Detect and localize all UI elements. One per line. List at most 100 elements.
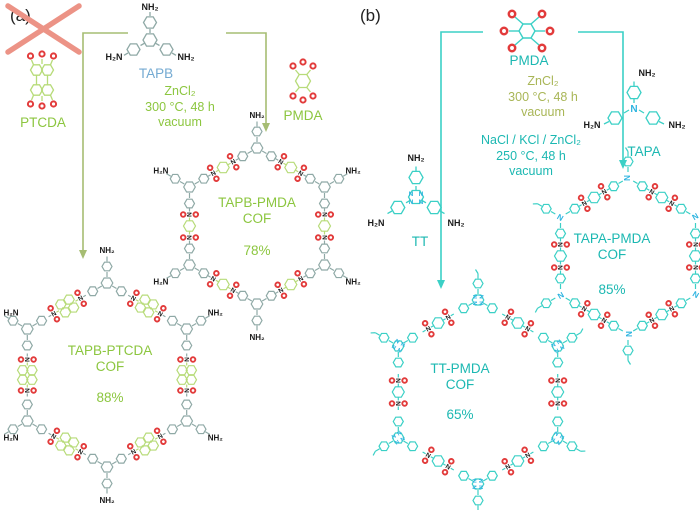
svg-text:N: N xyxy=(210,170,218,179)
svg-text:N: N xyxy=(551,342,557,349)
svg-text:N: N xyxy=(229,285,237,294)
svg-text:N: N xyxy=(390,432,396,439)
amine-label: NH₂ xyxy=(448,218,465,228)
svg-text:N: N xyxy=(25,388,32,393)
svg-text:N: N xyxy=(624,331,633,337)
svg-text:N: N xyxy=(581,200,589,209)
arrow-pmda-to-tapa-cof xyxy=(578,31,627,169)
amine-label: NH₂ xyxy=(99,496,115,505)
svg-text:N: N xyxy=(554,378,561,383)
amine-label: NH₂ xyxy=(669,120,686,130)
pmda-b-label: PMDA xyxy=(509,53,548,68)
svg-text:N: N xyxy=(555,440,561,447)
svg-text:N: N xyxy=(558,242,565,247)
svg-text:N: N xyxy=(691,242,698,247)
tapa-label: TAPA xyxy=(627,144,660,159)
tapb-label: TAPB xyxy=(139,66,173,81)
ring-n-atom: N xyxy=(409,199,414,206)
crossed-conditions-panel-b: ZnCl₂ 300 °C, 48 h vacuum xyxy=(508,74,578,121)
svg-text:N: N xyxy=(473,295,479,299)
tt-structure: N N N N NH₂ H₂N NH₂ TT xyxy=(368,153,465,249)
svg-text:N: N xyxy=(558,434,564,441)
cof-name: TAPB-PMDA xyxy=(218,195,296,210)
arrow-tapb-to-ptcda-cof xyxy=(79,32,128,259)
pmda-a-structure: PMDA xyxy=(283,58,323,123)
condition-line: vacuum xyxy=(509,164,553,178)
amine-label: H₂N xyxy=(3,309,18,318)
condition-line: NaCl / KCl / ZnCl₂ xyxy=(480,133,582,147)
cof-macrocycle-layer: NNNNNNNNNNNNNH₂NH₂NH₂NH₂H₂NH₂NNNNNNNNNNN… xyxy=(3,111,700,510)
cof-word: COF xyxy=(597,246,627,262)
svg-text:N: N xyxy=(558,265,565,270)
svg-text:N: N xyxy=(554,401,561,406)
rejected-conditions-x-icon xyxy=(5,3,82,55)
svg-text:N: N xyxy=(444,462,452,471)
ring-n-atom: N xyxy=(419,191,424,198)
condition-line: ZnCl₂ xyxy=(164,84,196,98)
amine-label: NH₂ xyxy=(249,333,265,342)
svg-text:N: N xyxy=(691,289,700,300)
svg-text:N: N xyxy=(187,235,194,240)
svg-text:N: N xyxy=(395,337,401,344)
svg-text:N: N xyxy=(473,301,479,305)
tapb-pmda-cof-label: TAPB-PMDA COF 78% xyxy=(218,195,296,259)
svg-text:N: N xyxy=(477,485,483,489)
svg-text:N: N xyxy=(396,401,403,406)
svg-text:N: N xyxy=(581,304,589,313)
svg-text:N: N xyxy=(320,212,327,217)
condition-line: vacuum xyxy=(158,115,202,129)
cof-yield: 88% xyxy=(96,390,124,405)
condition-line: 300 °C, 48 h xyxy=(508,89,578,104)
svg-text:N: N xyxy=(399,435,405,442)
svg-text:N: N xyxy=(691,211,700,222)
condition-line: 300 °C, 48 h xyxy=(145,99,215,114)
svg-text:N: N xyxy=(504,314,512,323)
cof-yield: 78% xyxy=(243,243,271,258)
amine-label: NH₂ xyxy=(208,434,224,443)
svg-text:N: N xyxy=(668,200,676,209)
svg-text:N: N xyxy=(187,212,194,217)
svg-text:N: N xyxy=(320,235,327,240)
svg-text:N: N xyxy=(648,188,656,197)
svg-text:N: N xyxy=(667,304,675,313)
amine-label: H₂N xyxy=(368,218,385,228)
svg-text:N: N xyxy=(183,357,190,362)
amine-label: NH₂ xyxy=(408,153,425,163)
amine-label: H₂N xyxy=(3,434,18,443)
tapb-ptcda-cof-macrocycle: N N N N N N N N N N N N NH₂ NH₂ NH₂ NH₂ H₂N H₂N xyxy=(3,246,224,505)
svg-text:N: N xyxy=(480,301,486,305)
cof-name: TT-PMDA xyxy=(430,361,490,376)
arrow-pmda-to-tt-cof xyxy=(437,31,483,289)
amine-label: NH₂ xyxy=(99,246,115,255)
svg-text:N: N xyxy=(555,212,565,223)
amine-label: H₂N xyxy=(153,167,168,176)
svg-text:N: N xyxy=(396,378,403,383)
svg-text:N: N xyxy=(77,447,85,456)
svg-text:N: N xyxy=(391,343,397,350)
svg-text:N: N xyxy=(470,479,476,483)
condition-line: 250 °C, 48 h xyxy=(496,148,566,163)
svg-text:N: N xyxy=(623,175,632,181)
tapb-structure: NH₂ H₂N NH₂ TAPB xyxy=(106,2,195,81)
svg-text:N: N xyxy=(397,346,403,353)
svg-text:N: N xyxy=(50,310,58,319)
amine-label: H₂N xyxy=(584,120,601,130)
cof-word: COF xyxy=(445,376,475,392)
cof-name: TAPA-PMDA xyxy=(573,231,651,246)
ptcda-label: PTCDA xyxy=(20,115,66,130)
center-n-atom: N xyxy=(630,104,637,115)
ring-n-atom: N xyxy=(409,191,414,198)
conditions-panel-a: ZnCl₂ 300 °C, 48 h vacuum xyxy=(145,84,215,131)
svg-text:N: N xyxy=(210,274,218,283)
svg-text:N: N xyxy=(556,339,562,346)
svg-text:N: N xyxy=(523,450,531,459)
svg-text:N: N xyxy=(503,462,511,471)
svg-text:N: N xyxy=(230,158,238,167)
condition-line: ZnCl₂ xyxy=(527,74,559,88)
svg-text:N: N xyxy=(296,274,304,283)
ptcda-structure: PTCDA xyxy=(20,50,66,130)
svg-text:N: N xyxy=(156,431,164,440)
